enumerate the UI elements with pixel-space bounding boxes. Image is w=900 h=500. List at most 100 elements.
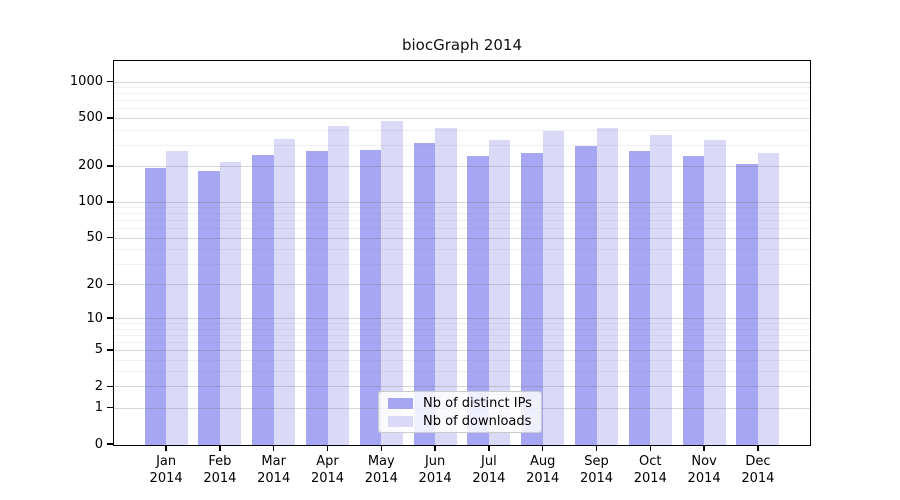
x-tick-label: Aug 2014 — [526, 454, 560, 486]
grid-line-minor — [113, 328, 811, 330]
legend-label: Nb of distinct IPs — [423, 395, 532, 411]
bar-distinct-ips — [252, 155, 274, 445]
grid-line-minor — [113, 228, 811, 230]
bar-distinct-ips — [521, 153, 543, 445]
x-tick-label: Nov 2014 — [687, 454, 721, 486]
x-tick-mark — [380, 446, 383, 451]
grid-line-minor — [113, 213, 811, 215]
grid-line-major — [113, 201, 811, 203]
x-tick-mark — [649, 446, 652, 451]
bar-distinct-ips — [682, 156, 705, 445]
grid-line-major — [113, 117, 811, 119]
bar-distinct-ips — [144, 167, 167, 445]
y-tick-mark — [107, 317, 113, 319]
grid-line-minor — [113, 249, 811, 251]
bar-downloads — [381, 120, 403, 445]
x-tick-mark — [703, 446, 705, 451]
y-tick-label: 5 — [94, 342, 103, 358]
y-tick-label: 1 — [94, 400, 103, 416]
grid-line-minor — [113, 220, 811, 222]
x-tick-mark — [326, 446, 329, 451]
x-tick-label: Feb 2014 — [203, 454, 237, 486]
legend-label: Nb of downloads — [423, 413, 532, 429]
grid-line-major — [113, 386, 811, 388]
bar-downloads — [166, 150, 188, 445]
x-tick-mark — [272, 446, 275, 451]
x-tick-mark — [541, 446, 544, 451]
y-tick-label: 500 — [78, 110, 103, 126]
bar-distinct-ips — [467, 156, 489, 445]
x-tick-mark — [165, 446, 167, 451]
y-tick-label: 2 — [94, 378, 103, 394]
grid-line-minor — [113, 93, 811, 95]
x-tick-mark — [757, 446, 759, 451]
x-tick-mark — [595, 446, 598, 451]
y-tick-label: 20 — [86, 276, 103, 292]
bar-downloads — [596, 127, 618, 445]
bar-downloads — [757, 153, 780, 445]
grid-line-major — [113, 81, 811, 83]
grid-line-minor — [113, 359, 811, 361]
bar-distinct-ips — [198, 171, 220, 445]
bar-distinct-ips — [359, 149, 382, 445]
y-tick-mark — [107, 349, 113, 351]
legend-item: Nb of downloads — [388, 414, 532, 429]
grid-line-minor — [113, 263, 811, 265]
y-tick-mark — [107, 283, 113, 286]
bar-downloads — [542, 130, 565, 445]
grid-line-major — [113, 237, 811, 239]
bar-downloads — [435, 127, 457, 445]
x-tick-label: Dec 2014 — [741, 454, 775, 486]
bar-downloads — [650, 135, 672, 445]
y-tick-label: 100 — [78, 194, 103, 210]
y-tick-mark — [107, 165, 113, 167]
y-tick-mark — [107, 385, 113, 388]
y-tick-mark — [107, 201, 113, 203]
grid-line-major — [113, 349, 811, 351]
x-tick-label: Jun 2014 — [418, 454, 452, 486]
legend-item: Nb of distinct IPs — [388, 396, 532, 411]
x-tick-label: Mar 2014 — [257, 454, 291, 486]
grid-line-major — [113, 165, 811, 167]
bar-downloads — [273, 138, 296, 445]
x-tick-label: Jul 2014 — [472, 454, 506, 486]
bar-downloads — [327, 126, 349, 445]
bar-distinct-ips — [306, 151, 328, 445]
grid-line-minor — [113, 341, 811, 343]
grid-line-minor — [113, 144, 811, 146]
bar-distinct-ips — [628, 151, 651, 445]
legend: Nb of distinct IPs Nb of downloads — [378, 391, 542, 433]
x-tick-mark — [434, 446, 436, 451]
x-tick-label: May 2014 — [364, 454, 398, 486]
bar-distinct-ips — [413, 142, 436, 445]
legend-swatch-light-icon — [388, 415, 413, 427]
grid-line-minor — [113, 323, 811, 325]
x-tick-label: Oct 2014 — [633, 454, 667, 486]
y-tick-label: 0 — [94, 436, 103, 452]
legend-swatch-dark-icon — [388, 397, 413, 409]
chart-title: biocGraph 2014 — [401, 36, 523, 54]
x-tick-label: Sep 2014 — [579, 454, 614, 486]
grid-line-major — [113, 284, 811, 286]
y-tick-mark — [107, 406, 113, 409]
grid-line-minor — [113, 129, 811, 131]
y-tick-label: 1000 — [69, 74, 103, 90]
bar-distinct-ips — [575, 145, 597, 445]
x-tick-mark — [488, 446, 490, 451]
y-tick-label: 50 — [86, 230, 103, 246]
grid-line-major — [113, 318, 811, 320]
grid-line-minor — [113, 87, 811, 89]
bar-downloads — [219, 161, 242, 445]
bar-downloads — [488, 139, 511, 445]
grid-line-minor — [113, 371, 811, 373]
x-tick-label: Apr 2014 — [310, 454, 345, 486]
grid-line-minor — [113, 207, 811, 209]
x-tick-label: Jan 2014 — [149, 454, 183, 486]
grid-line-minor — [113, 108, 811, 110]
grid-line-minor — [113, 100, 811, 102]
y-tick-mark — [107, 117, 113, 119]
y-tick-label: 200 — [78, 158, 103, 174]
y-tick-mark — [107, 443, 113, 445]
